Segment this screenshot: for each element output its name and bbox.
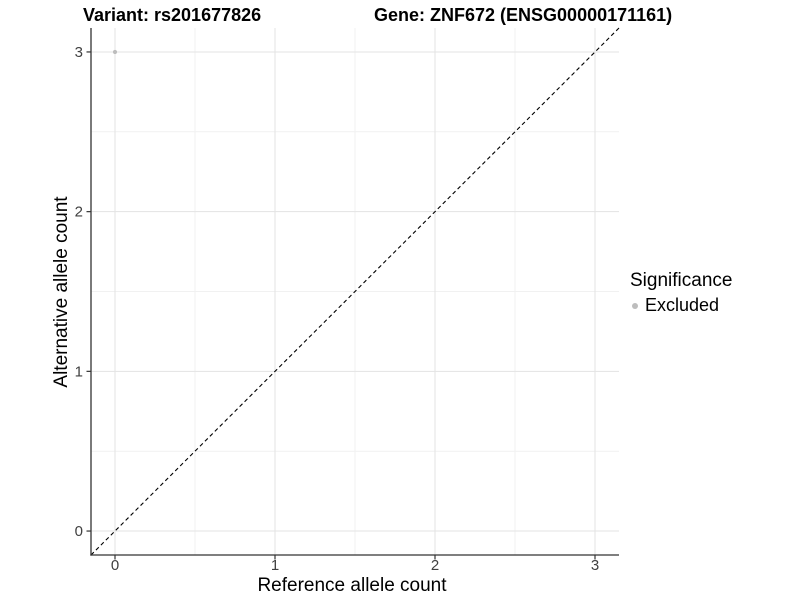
y-tick-label: 0 bbox=[75, 523, 83, 540]
legend: Significance Excluded bbox=[630, 270, 732, 316]
x-tick-label: 3 bbox=[591, 557, 599, 574]
plot-title-gene: Gene: ZNF672 (ENSG00000171161) bbox=[374, 5, 673, 25]
plot-title-variant: Variant: rs201677826 bbox=[83, 5, 262, 25]
x-tick-label: 0 bbox=[111, 557, 119, 574]
y-tick-label: 1 bbox=[75, 363, 83, 380]
x-axis-title: Reference allele count bbox=[257, 575, 447, 596]
y-axis-title: Alternative allele count bbox=[51, 196, 72, 388]
legend-entry-label: Excluded bbox=[645, 295, 720, 315]
x-tick-label: 2 bbox=[431, 557, 439, 574]
identity-reference-line bbox=[90, 27, 620, 556]
y-tick-label: 3 bbox=[75, 44, 83, 61]
y-tick-label: 2 bbox=[75, 204, 83, 221]
legend-title: Significance bbox=[630, 270, 733, 291]
legend-point-swatch bbox=[632, 302, 638, 309]
x-tick-label: 1 bbox=[271, 557, 279, 574]
data-point bbox=[112, 49, 118, 55]
legend-entry: Excluded bbox=[630, 295, 732, 316]
